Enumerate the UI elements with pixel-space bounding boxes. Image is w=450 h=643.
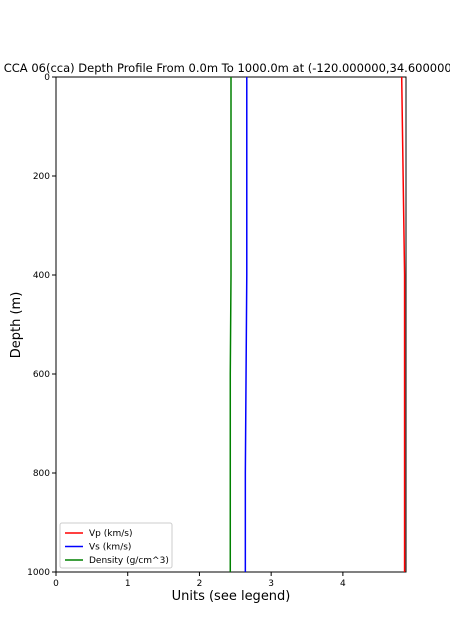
y-tick-label: 200 xyxy=(33,172,50,182)
y-tick-label: 0 xyxy=(44,73,50,83)
series-line-2 xyxy=(229,77,232,572)
ticks-layer: 0 1 2 3 4 0 200 400 600 800 1000 xyxy=(27,73,346,589)
legend-box xyxy=(59,522,173,569)
x-tick-label: 3 xyxy=(268,579,274,589)
series-layer xyxy=(229,76,406,572)
chart-title: CCA 06(cca) Depth Profile From 0.0m To 1… xyxy=(4,61,450,75)
legend-label-0: Vp (km/s) xyxy=(89,529,132,539)
x-tick-label: 2 xyxy=(197,579,203,589)
y-tick-label: 400 xyxy=(33,271,50,281)
series-line-1 xyxy=(244,77,248,572)
legend: Vp (km/s) Vs (km/s) Density (g/cm^3) xyxy=(59,522,173,569)
legend-label-2: Density (g/cm^3) xyxy=(89,556,169,566)
x-tick-label: 4 xyxy=(340,579,346,589)
y-tick-label: 600 xyxy=(33,370,50,380)
y-tick-label: 800 xyxy=(33,469,50,479)
x-axis-label: Units (see legend) xyxy=(172,589,291,604)
x-tick-label: 1 xyxy=(125,579,131,589)
series-line-0 xyxy=(400,76,406,572)
y-axis-label: Depth (m) xyxy=(9,292,24,359)
x-tick-label: 0 xyxy=(53,579,59,589)
y-tick-label: 1000 xyxy=(27,568,50,578)
legend-label-1: Vs (km/s) xyxy=(89,543,131,553)
